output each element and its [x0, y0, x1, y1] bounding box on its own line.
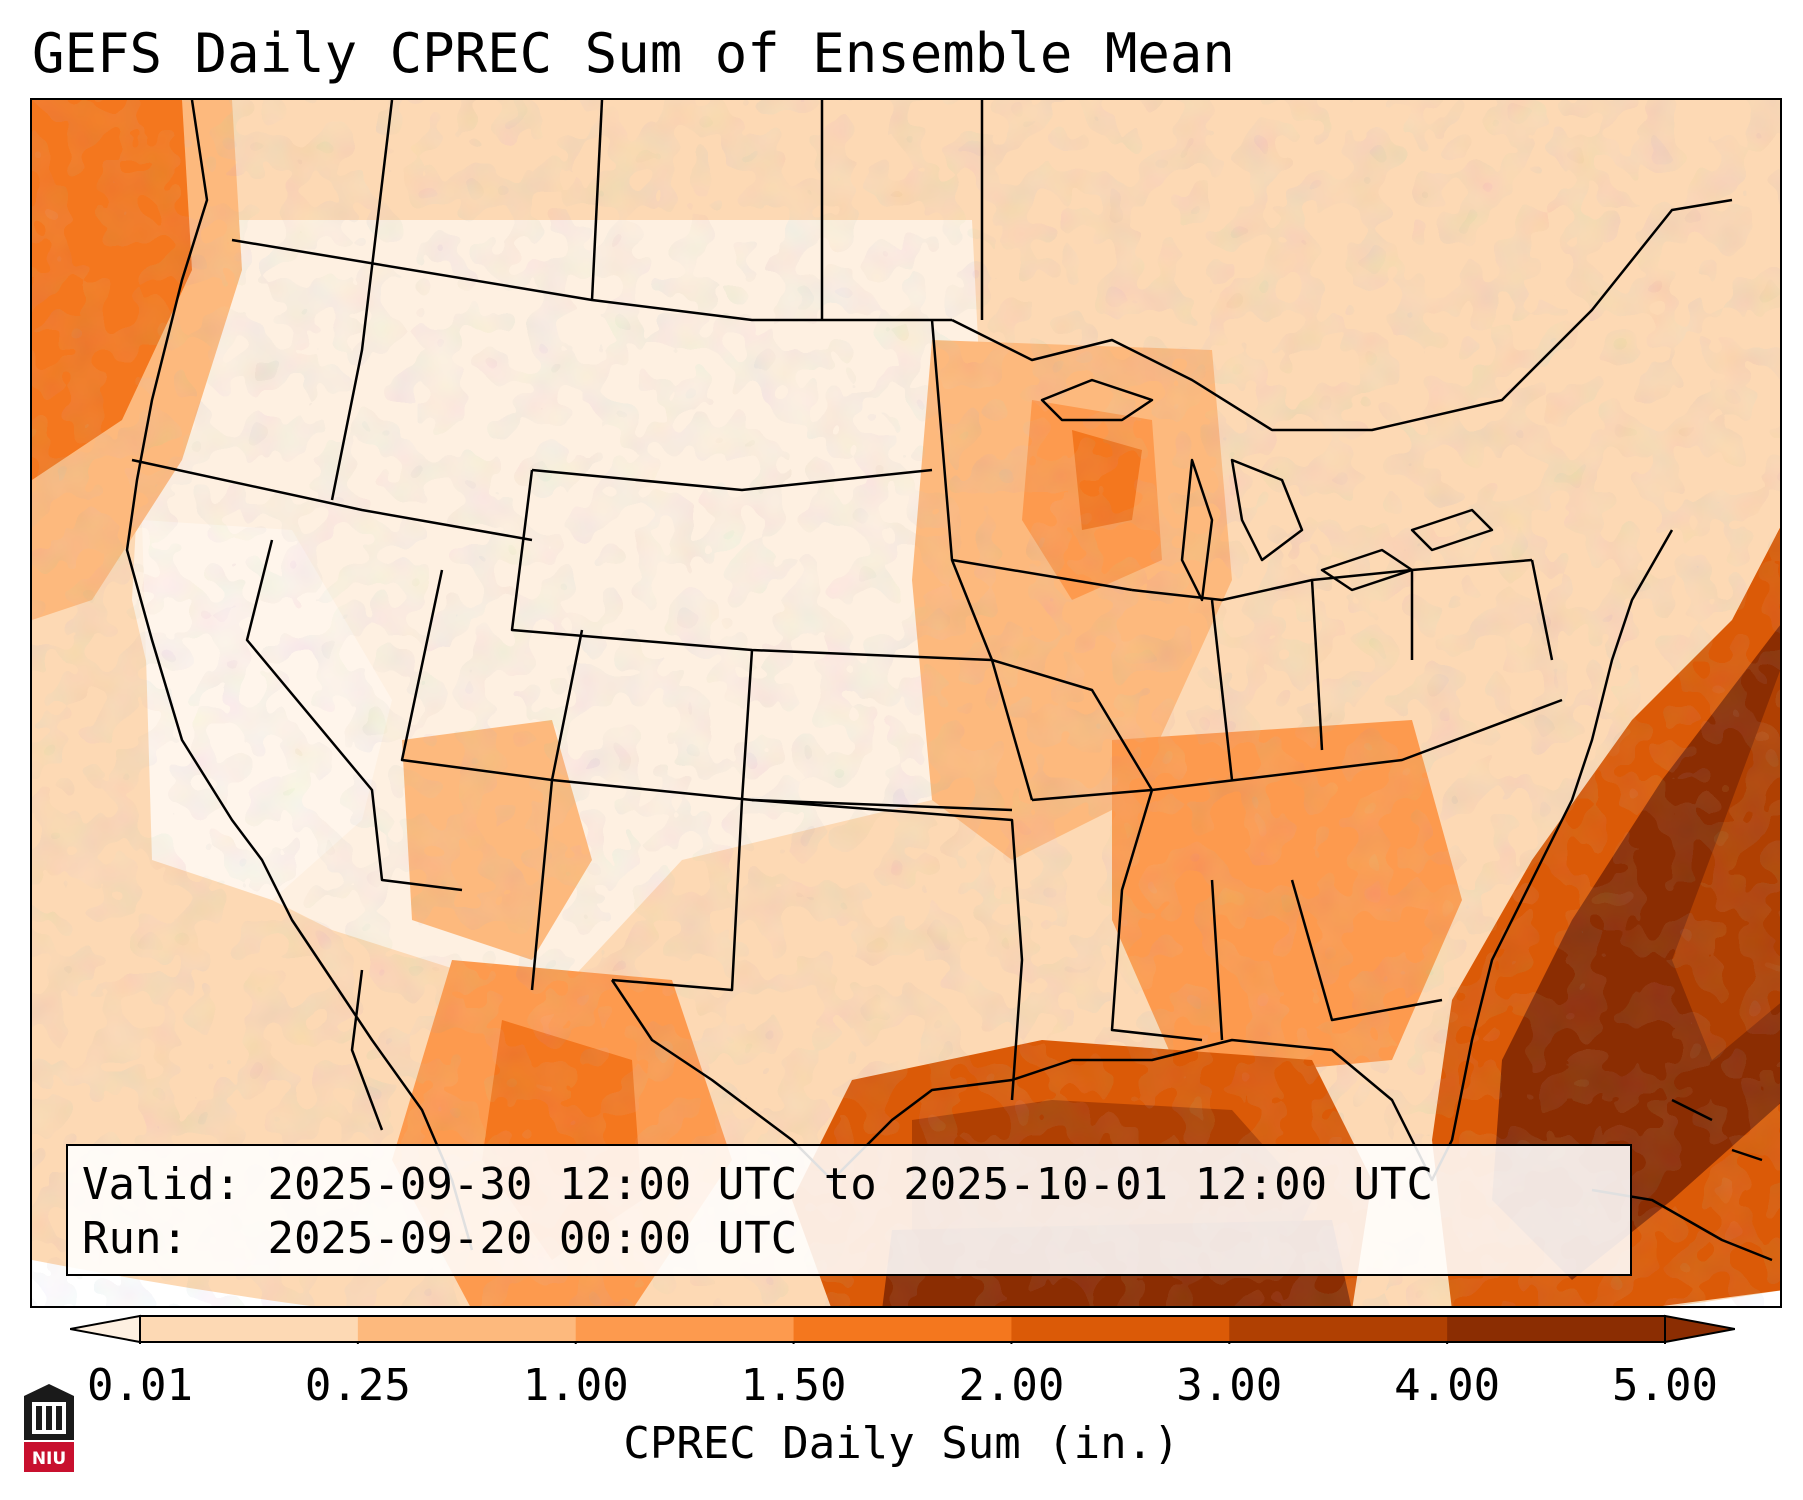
colorbar-tick-label: 4.00: [1394, 1360, 1501, 1411]
colorbar-border: [139, 1315, 1666, 1343]
colorbar-segment: [793, 1316, 1012, 1342]
colorbar-tick-label: 1.00: [522, 1360, 629, 1411]
valid-value: 2025-09-30 12:00 UTC to 2025-10-01 12:00…: [267, 1159, 1434, 1210]
colorbar-tick-label: 5.00: [1612, 1360, 1718, 1411]
precip-field: [32, 100, 1780, 1306]
run-value: 2025-09-20 00:00 UTC: [267, 1213, 798, 1264]
valid-label: Valid:: [82, 1159, 241, 1210]
colorbar: [69, 1314, 1736, 1344]
run-info-box: Valid: 2025-09-30 12:00 UTC to 2025-10-0…: [66, 1144, 1632, 1276]
colorbar-label: CPREC Daily Sum (in.): [623, 1418, 1180, 1469]
colorbar-ticks: 0.01 0.25 1.00 1.50 2.00 3.00 4.00 5.00: [0, 1360, 1803, 1420]
colorbar-extend-low: [69, 1314, 141, 1344]
colorbar-tick-label: 0.01: [87, 1360, 193, 1411]
colorbar-segment: [1011, 1316, 1230, 1342]
colorbar-tick-label: 3.00: [1176, 1360, 1283, 1411]
valid-row: Valid: 2025-09-30 12:00 UTC to 2025-10-0…: [82, 1158, 1616, 1212]
colorbar-segment: [1229, 1316, 1448, 1342]
colorbar-segment: [575, 1316, 795, 1342]
niu-logo: NIU: [20, 1382, 78, 1478]
niu-logo-graphic: NIU: [24, 1384, 74, 1472]
colorbar-tick-label: 1.50: [740, 1360, 847, 1411]
colorbar-tick-label: 2.00: [958, 1360, 1065, 1411]
colorbar-segment: [357, 1316, 577, 1342]
niu-logo-text: NIU: [32, 1449, 66, 1469]
map-title: GEFS Daily CPREC Sum of Ensemble Mean: [32, 22, 1235, 85]
colorbar-svg: [69, 1314, 1736, 1344]
colorbar-tick-label: 0.25: [304, 1360, 411, 1411]
colorbar-extend-high: [1664, 1314, 1736, 1344]
colorbar-segment: [1447, 1316, 1666, 1342]
run-label: Run:: [82, 1213, 188, 1264]
run-row: Run: 2025-09-20 00:00 UTC: [82, 1212, 1616, 1266]
precip-map: [30, 98, 1782, 1308]
map-canvas: [32, 100, 1780, 1306]
boundaries: [125, 100, 1773, 1262]
colorbar-segment: [140, 1316, 359, 1342]
